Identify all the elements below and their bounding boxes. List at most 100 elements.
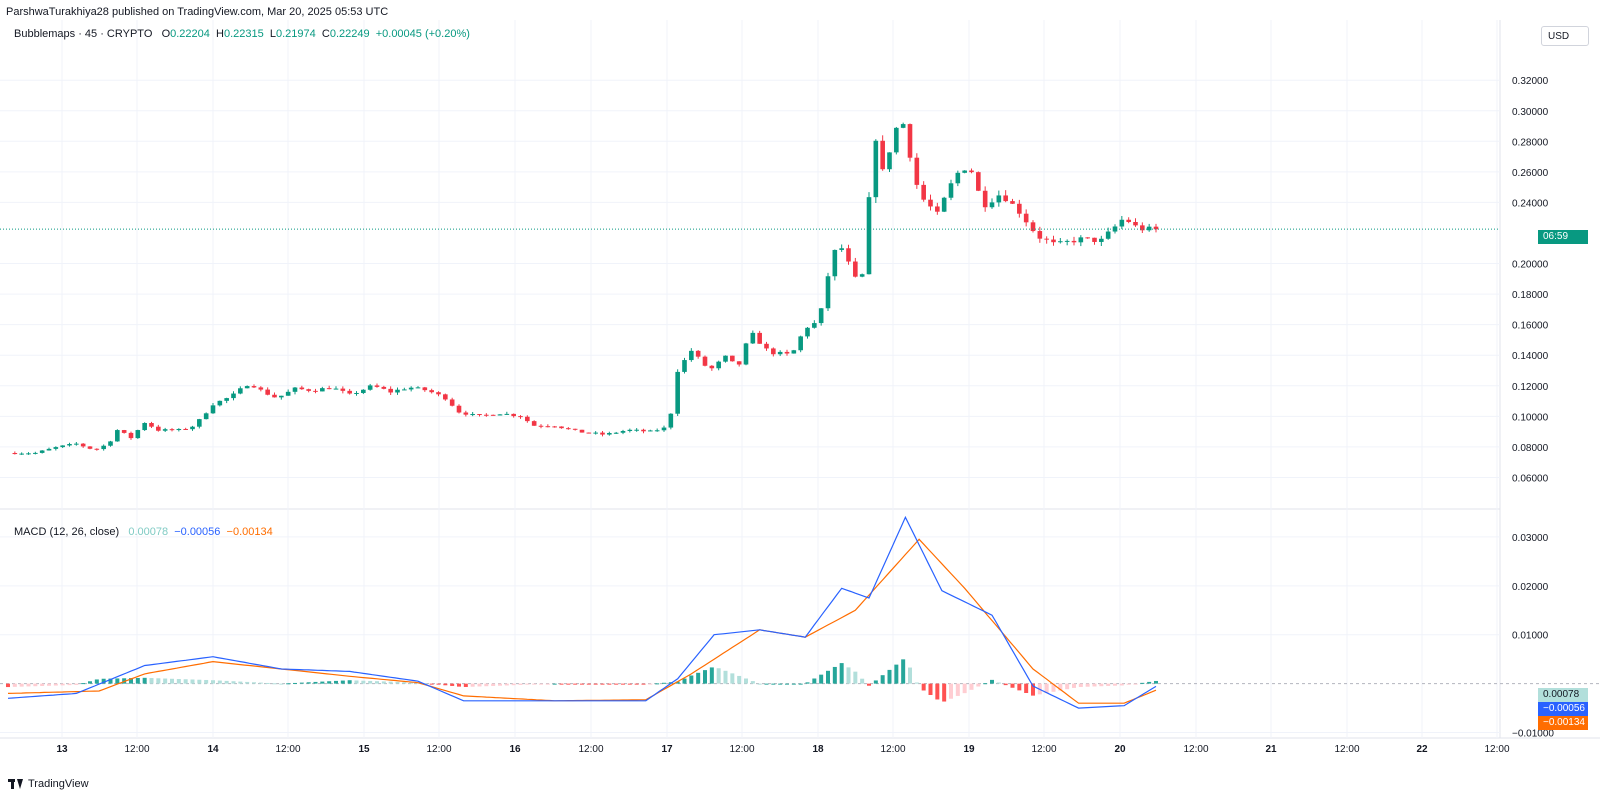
macd-hist-bar <box>525 683 530 685</box>
candle-body <box>1105 231 1111 239</box>
candle-body <box>415 387 421 389</box>
macd-hist-bar <box>60 683 65 686</box>
candle-body <box>128 432 134 439</box>
macd-hist-bar <box>245 681 250 684</box>
candle-body <box>948 183 954 198</box>
candle-body <box>456 405 462 413</box>
time-tick-label: 12:00 <box>1031 744 1056 755</box>
candle-body <box>374 385 380 387</box>
macd-hist-bar <box>67 683 72 686</box>
candle-body <box>982 190 988 208</box>
macd-hist-bar <box>621 683 625 685</box>
macd-hist-bar <box>573 683 578 685</box>
candle-body <box>825 276 831 309</box>
macd-hist-bar <box>805 682 810 684</box>
macd-hist-bar <box>258 682 263 684</box>
macd-hist-tag: 0.00078 <box>1538 688 1588 702</box>
tradingview-brand[interactable]: TradingView <box>8 778 89 790</box>
macd-hist-bar <box>1106 683 1111 686</box>
candle-body <box>771 348 776 355</box>
candle-body <box>176 428 182 431</box>
macd-tick-label: 0.01000 <box>1512 631 1549 642</box>
currency-button[interactable]: USD <box>1541 26 1589 46</box>
candle-body <box>39 450 45 453</box>
macd-hist-bar <box>887 669 892 684</box>
candle-body <box>566 428 571 430</box>
macd-tick-label: 0.03000 <box>1512 533 1549 544</box>
candle-body <box>279 395 284 398</box>
macd-hist-bar <box>949 683 953 699</box>
macd-hist-bar <box>791 683 796 685</box>
candle-body <box>764 343 769 349</box>
high-label: H <box>216 28 224 40</box>
macd-hist-bar <box>149 678 154 684</box>
macd-hist-bar <box>375 681 379 684</box>
macd-hist-bar <box>477 683 482 687</box>
macd-hist-bar <box>1140 682 1145 684</box>
open-label: O <box>161 28 171 40</box>
macd-hist-bar <box>716 668 721 684</box>
macd-hist-bar <box>1003 683 1008 686</box>
candle-body <box>470 414 475 416</box>
macd-hist-bar <box>306 682 311 684</box>
macd-hist-bar <box>176 679 181 684</box>
candle-body <box>60 445 65 448</box>
macd-hist-bar <box>409 682 414 684</box>
candle-body <box>784 351 790 354</box>
candle-body <box>80 443 86 447</box>
time-tick-label: 12:00 <box>729 744 754 755</box>
candle-body <box>941 197 947 212</box>
candle-body <box>531 421 537 426</box>
price-tick-label: 0.28000 <box>1512 137 1549 148</box>
macd-hist-bar <box>785 683 789 685</box>
candle-body <box>716 361 721 369</box>
candle-body <box>572 428 578 430</box>
macd-hist-bar <box>163 678 168 684</box>
macd-hist-bar <box>511 683 516 686</box>
macd-hist-bar <box>860 678 865 684</box>
time-tick-label: 20 <box>1114 744 1126 755</box>
candle-body <box>33 452 38 454</box>
macd-title: MACD (12, 26, close) <box>14 526 120 538</box>
macd-hist-bar <box>1024 683 1029 693</box>
macd-tick-label: 0.02000 <box>1512 582 1549 593</box>
macd-hist-bar <box>279 683 284 685</box>
candle-body <box>238 388 243 394</box>
macd-hist-bar <box>156 678 161 684</box>
macd-hist-bar <box>771 683 776 685</box>
macd-hist-bar <box>689 675 694 684</box>
candle-body <box>682 360 687 372</box>
macd-hist-bar <box>436 683 441 685</box>
candle-body <box>326 388 332 390</box>
candle-body <box>443 394 448 400</box>
macd-hist-bar <box>990 679 994 684</box>
macd-hist-bar <box>340 680 345 684</box>
candle-body <box>381 386 387 389</box>
candle-body <box>1030 222 1036 232</box>
candle-body <box>74 443 79 445</box>
candle-body <box>1133 221 1138 226</box>
macd-hist-bar <box>74 683 79 685</box>
candle-body <box>149 423 154 427</box>
candle-body <box>538 425 544 427</box>
time-tick-label: 18 <box>812 744 824 755</box>
macd-hist-bar <box>552 683 557 685</box>
macd-legend: MACD (12, 26, close) 0.00078 −0.00056 −0… <box>14 526 273 538</box>
candle-body <box>258 387 264 390</box>
time-tick-label: 12:00 <box>1484 744 1509 755</box>
macd-hist-bar <box>935 683 940 700</box>
time-tick-label: 12:00 <box>275 744 300 755</box>
candle-body <box>1078 237 1084 243</box>
candle-body <box>1051 239 1056 243</box>
time-tick-label: 12:00 <box>578 744 603 755</box>
candle-body <box>675 371 680 414</box>
candle-body <box>135 430 141 439</box>
candle-body <box>422 387 428 391</box>
macd-hist-bar <box>224 680 229 684</box>
macd-hist-bar <box>826 670 830 684</box>
macd-lines <box>7 515 1157 709</box>
macd-hist-bar <box>730 673 735 684</box>
candle-body <box>1126 219 1131 222</box>
candle-body <box>224 398 229 401</box>
